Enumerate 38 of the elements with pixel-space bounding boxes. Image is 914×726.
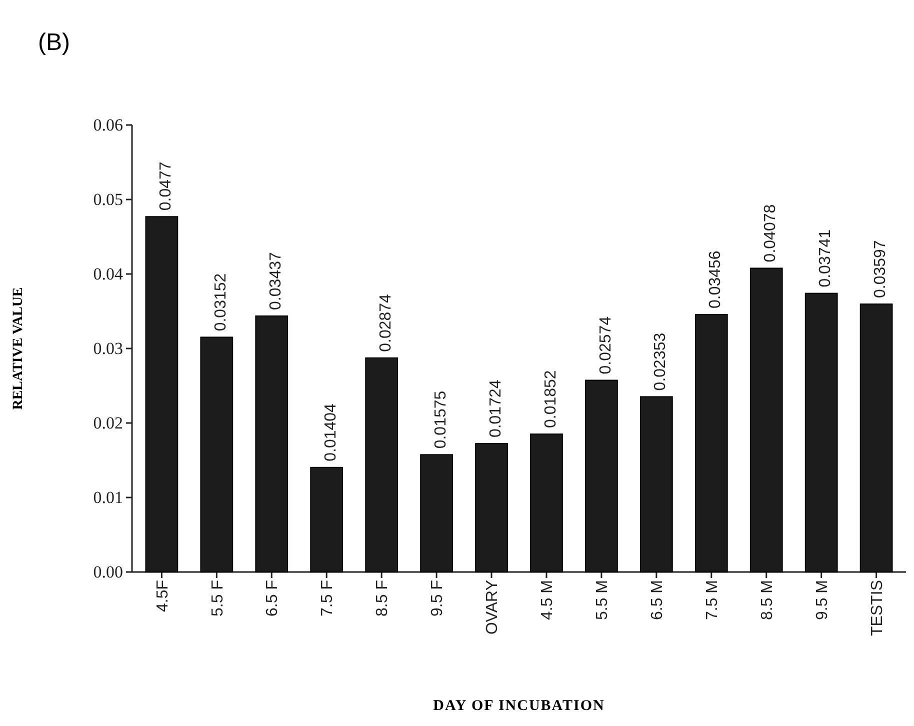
x-tick-label: 6.5 F bbox=[264, 580, 282, 616]
data-label: 0.01575 bbox=[432, 390, 450, 449]
x-axis-title: DAY OF INCUBATION bbox=[433, 698, 605, 714]
data-label: 0.03741 bbox=[817, 229, 834, 288]
y-tick-label: 0.06 bbox=[93, 115, 123, 134]
y-tick-label: 0.04 bbox=[93, 264, 124, 284]
data-label: 0.01852 bbox=[542, 370, 560, 428]
x-tick-label: 4.5 M bbox=[539, 580, 556, 620]
y-tick-label: 0.00 bbox=[93, 562, 123, 582]
x-tick-label: 9.5 M bbox=[814, 580, 831, 620]
data-label: 0.03597 bbox=[872, 240, 890, 298]
data-label: 0.01404 bbox=[322, 403, 340, 462]
x-tick-label: 6.5 M bbox=[649, 580, 666, 620]
y-tick-label: 0.02 bbox=[93, 413, 123, 432]
x-tick-label: 7.5 F bbox=[319, 580, 336, 616]
data-label: 0.0477 bbox=[157, 162, 174, 211]
data-label: 0.02874 bbox=[377, 294, 394, 352]
x-tick-label: 8.5 F bbox=[374, 580, 392, 616]
data-label: 0.02353 bbox=[652, 332, 670, 391]
x-tick-label: 7.5 M bbox=[704, 580, 721, 620]
x-tick-label: 4.5F bbox=[154, 580, 172, 612]
data-label: 0.03152 bbox=[212, 273, 230, 332]
y-tick-label: 0.01 bbox=[93, 488, 123, 507]
y-tick-label: 0.05 bbox=[93, 190, 123, 209]
x-tick-label: TESTIS bbox=[868, 580, 886, 636]
chart-title: (B) bbox=[38, 29, 70, 56]
x-tick-label: 5.5 M bbox=[594, 580, 612, 620]
x-tick-label: OVARY bbox=[484, 580, 502, 635]
data-label: 0.04078 bbox=[762, 204, 780, 262]
data-label: 0.03456 bbox=[707, 250, 724, 309]
x-tick-label: 9.5 F bbox=[429, 580, 446, 616]
data-label: 0.01724 bbox=[487, 380, 504, 438]
data-label: 0.03437 bbox=[267, 252, 284, 310]
data-label: 0.02574 bbox=[597, 316, 614, 374]
x-tick-label: 5.5 F bbox=[209, 580, 226, 616]
y-axis-title: RELATIVE VALUE bbox=[11, 287, 26, 410]
y-tick-label: 0.03 bbox=[93, 338, 123, 358]
x-tick-label: 8.5 M bbox=[758, 580, 776, 620]
